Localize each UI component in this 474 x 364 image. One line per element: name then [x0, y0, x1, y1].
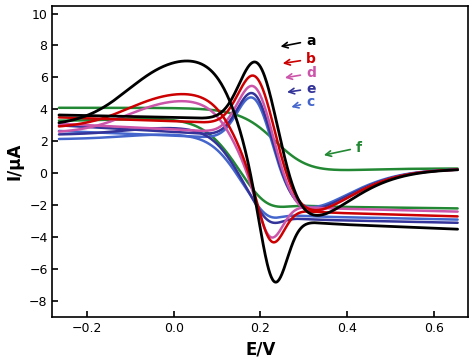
Text: b: b	[284, 52, 316, 66]
Text: f: f	[326, 141, 362, 156]
Text: c: c	[293, 95, 314, 109]
Text: e: e	[289, 82, 316, 96]
Text: a: a	[283, 34, 316, 48]
X-axis label: E/V: E/V	[245, 340, 276, 359]
Y-axis label: I/μA: I/μA	[6, 143, 24, 180]
Text: d: d	[287, 67, 316, 80]
